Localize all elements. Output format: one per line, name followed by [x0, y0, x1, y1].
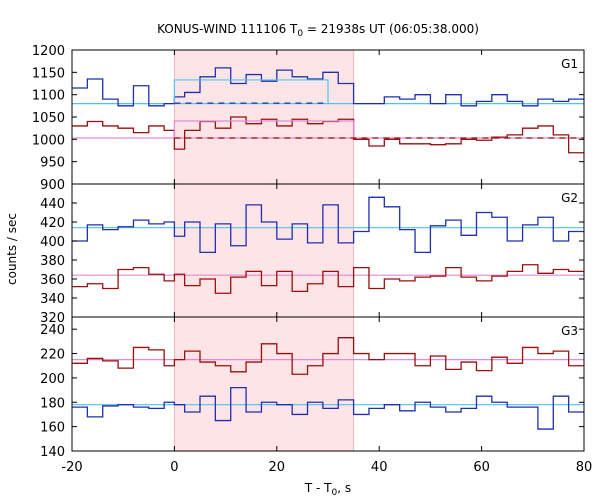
panel-g3-y-tick-label: 220	[40, 348, 65, 363]
panel-g1-y-tick-label: 1200	[32, 44, 65, 59]
panel-g1-blue-histogram	[72, 67, 584, 107]
x-axis-label: T - T0, s	[304, 481, 351, 498]
panel-g3-y-tick-label: 180	[40, 396, 65, 411]
panel-g1-y-tick-label: 1050	[32, 111, 65, 126]
x-tick-label: 80	[576, 460, 593, 475]
highlight-band	[174, 50, 354, 451]
text-layer: KONUS-WIND 111106 T0 = 21938s UT (06:05:…	[5, 22, 592, 498]
panel-g2-y-tick-label: 360	[40, 273, 65, 288]
panel-g1-y-tick-label: 1100	[32, 89, 65, 104]
x-tick-label: 40	[371, 460, 388, 475]
panel-g2-red-histogram	[72, 264, 584, 294]
highlight-layer	[173, 50, 355, 451]
panel-g1-y-tick-label: 900	[40, 178, 65, 193]
panel-g2-y-tick-label: 440	[40, 197, 65, 212]
panel-g1-label: G1	[561, 57, 578, 71]
y-axis-label: counts / sec	[5, 213, 19, 285]
panel-g3-y-tick-label: 140	[40, 445, 65, 460]
panel-g3-y-tick-label: 200	[40, 372, 65, 387]
panel-g2-y-tick-label: 380	[40, 254, 65, 269]
panel-g2-label: G2	[561, 191, 578, 205]
x-tick-label: 60	[473, 460, 490, 475]
panel-g3-y-tick-label: 160	[40, 421, 65, 436]
panel-g2-y-tick-label: 400	[40, 235, 65, 250]
panel-g1-y-tick-label: 1150	[32, 66, 65, 81]
panel-g3-blue-histogram	[72, 387, 584, 430]
x-tick-label: 20	[269, 460, 286, 475]
panel-g1-interval-mean	[173, 120, 355, 138]
panel-g2-y-tick-label: 420	[40, 216, 65, 231]
panel-g3-label: G3	[561, 324, 578, 338]
x-tick-label: -20	[61, 460, 82, 475]
panel-g2-y-tick-label: 320	[40, 311, 65, 326]
panel-g2-y-tick-label: 340	[40, 292, 65, 307]
chart-title: KONUS-WIND 111106 T0 = 21938s UT (06:05:…	[157, 22, 479, 39]
x-tick-label: 0	[170, 460, 178, 475]
panel-g1-y-tick-label: 1000	[32, 133, 65, 148]
panel-g1-y-tick-label: 950	[40, 156, 65, 171]
frame-layer	[71, 49, 585, 452]
panel-g3-frame	[71, 316, 585, 452]
panel-g3-red-histogram	[72, 337, 584, 375]
panel-g3-y-tick-label: 240	[40, 323, 65, 338]
data-layer	[72, 67, 584, 430]
panel-g1-interval-mean	[173, 79, 329, 104]
panel-g2-blue-histogram	[72, 196, 584, 254]
panel-g1-red-histogram	[72, 116, 584, 154]
